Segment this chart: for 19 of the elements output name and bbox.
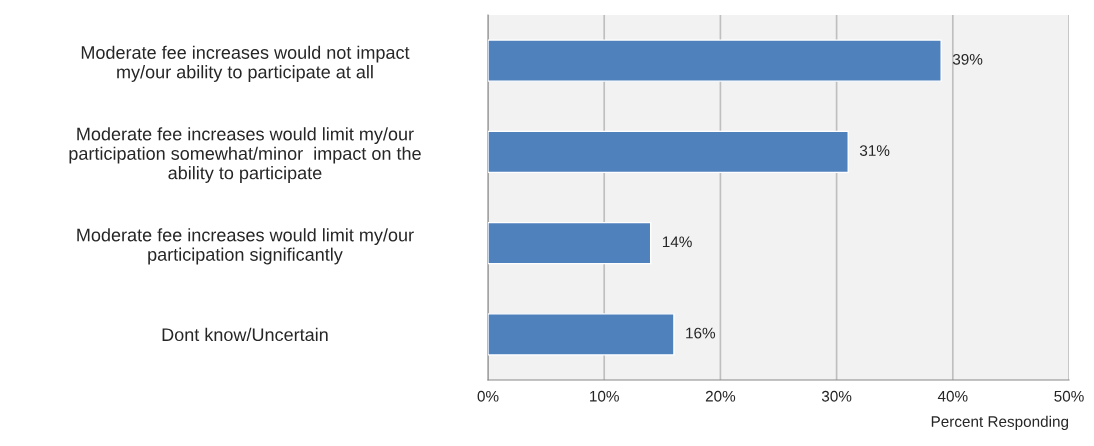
data-label: 16% [686,327,716,339]
y-tick-label: Moderate fee increases would not impact my/our ability to participate at all [81,45,410,82]
bar [488,130,849,174]
x-tick-label: 30% [821,390,852,402]
x-tick-label: 0% [477,390,499,402]
data-label: 31% [859,145,890,156]
x-tick-label: 40% [937,390,968,402]
x-tick-label: 20% [705,390,736,402]
bar [488,39,942,82]
y-tick-label: Moderate fee increases would limit my/our participation somewhat/minor impact on the ability to participate [69,127,421,183]
x-axis-title: Percent Responding [931,415,1069,431]
y-tick-label: Dont know/Uncertain [162,327,328,342]
data-label: 14% [662,236,692,248]
y-tick-label: Moderate fee increases would limit my/our participation significantly [77,228,414,265]
bar [488,313,675,356]
x-tick-label: 50% [1054,390,1084,402]
data-label: 39% [952,53,983,65]
bar [488,221,652,265]
x-tick-label: 10% [590,390,619,402]
